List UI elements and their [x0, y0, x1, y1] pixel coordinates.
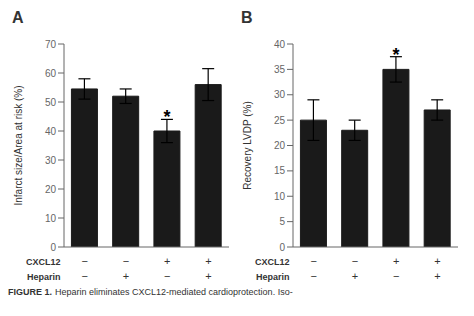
svg-text:−: − — [81, 270, 87, 282]
svg-text:5: 5 — [279, 216, 285, 227]
svg-text:0: 0 — [279, 242, 285, 253]
svg-text:+: + — [393, 255, 399, 267]
svg-text:CXCL12: CXCL12 — [26, 257, 61, 267]
svg-text:−: − — [352, 255, 358, 267]
svg-text:15: 15 — [274, 165, 286, 176]
svg-text:30: 30 — [45, 155, 57, 166]
svg-text:−: − — [310, 270, 316, 282]
svg-text:+: + — [205, 270, 211, 282]
svg-text:+: + — [434, 255, 440, 267]
html-text:FIGURE 1. Heparin eliminates C: FIGURE 1. Heparin eliminates CXCL12-medi… — [8, 287, 293, 297]
svg-text:Heparin: Heparin — [27, 272, 61, 282]
svg-text:20: 20 — [45, 184, 57, 195]
svg-text:−: − — [393, 270, 399, 282]
svg-text:40: 40 — [274, 39, 286, 50]
svg-text:10: 10 — [274, 191, 286, 202]
svg-text:−: − — [164, 270, 170, 282]
svg-text:35: 35 — [274, 64, 286, 75]
svg-text:*: * — [164, 107, 171, 127]
html-text:B: B — [241, 9, 253, 26]
svg-text:*: * — [393, 45, 400, 65]
svg-text:+: + — [434, 270, 440, 282]
svg-text:25: 25 — [274, 115, 286, 126]
svg-text:Infarct size/Area at risk (%): Infarct size/Area at risk (%) — [13, 85, 24, 205]
svg-text:CXCL12: CXCL12 — [255, 257, 290, 267]
html-text:A: A — [12, 9, 24, 26]
svg-text:0: 0 — [50, 242, 56, 253]
svg-text:70: 70 — [45, 39, 57, 50]
svg-text:60: 60 — [45, 68, 57, 79]
svg-text:20: 20 — [274, 140, 286, 151]
svg-text:+: + — [205, 255, 211, 267]
svg-text:−: − — [81, 255, 87, 267]
svg-text:+: + — [123, 270, 129, 282]
svg-text:Recovery LVDP (%): Recovery LVDP (%) — [242, 101, 253, 190]
svg-text:−: − — [310, 255, 316, 267]
svg-text:+: + — [164, 255, 170, 267]
svg-text:30: 30 — [274, 89, 286, 100]
svg-text:10: 10 — [45, 213, 57, 224]
svg-text:Heparin: Heparin — [256, 272, 290, 282]
svg-text:−: − — [123, 255, 129, 267]
svg-text:40: 40 — [45, 126, 57, 137]
svg-text:+: + — [352, 270, 358, 282]
svg-text:50: 50 — [45, 97, 57, 108]
